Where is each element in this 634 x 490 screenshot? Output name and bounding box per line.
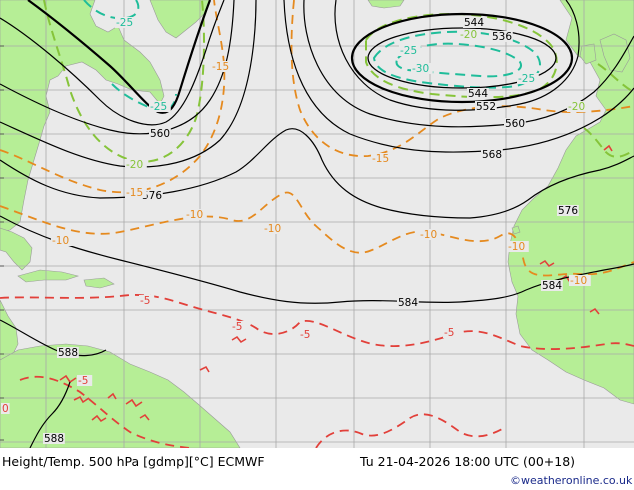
temp-noise-segments [59,144,613,423]
contour-minus20-eur [597,63,634,93]
british-isles-land [599,33,631,73]
height-contour-label: 560 [150,128,170,140]
temperature-contour-label: -25 [518,73,535,85]
height-contour-label: 584 [398,297,418,309]
temp-contours-mild [0,0,634,277]
contour-minus30 [83,0,140,20]
height-contour-label: 568 [482,149,502,161]
height-contour-label: 560 [505,118,525,130]
valid-time: Tu 21-04-2026 18:00 UTC (00+18) [359,454,575,469]
temperature-contour-label: -15 [126,187,143,199]
contour-minus30-east [395,42,522,78]
height-contour-label: 544 [468,88,488,100]
temperature-contour-label: -5 [232,321,242,333]
temperature-contour-label: -20 [460,29,477,41]
greater-antilles [17,269,80,283]
height-552-east [334,0,580,111]
contour-minus15-west [0,0,226,194]
height-568-east [283,0,634,153]
temp-contours-warm [0,294,634,449]
temperature-contour-label: -5 [444,327,454,339]
height-contour-label: 584 [542,280,562,292]
canary-islands [511,225,521,235]
temperature-contour-label: -20 [568,101,585,113]
contour-zero-south [19,375,191,449]
temperature-contour-label: -20 [126,159,143,171]
temperature-contour-label: -5 [140,295,150,307]
height-contour-label: 552 [476,101,496,113]
height-contour-label: 588 [58,347,78,359]
temperature-contour-label: 0 [2,403,9,415]
height-contour-label: 536 [492,31,512,43]
height-544-closed [350,12,574,104]
temperature-contour-label: -25 [116,17,133,29]
temperature-contour-label: -5 [78,375,88,387]
height-560-east [303,0,634,128]
europe-africa-land [507,0,634,405]
height-contour-label: 588 [44,433,64,445]
contour-minus20-africa [583,127,634,158]
temperature-contour-label: -15 [212,61,229,73]
contour-zero-bottom [315,413,505,449]
temperature-label-layer: -25 -20 -25 -30 -25 -20 -25 -15 -20 -15 -15 -10 -10 -… [1,17,591,415]
iceland-land [367,0,405,9]
height-contour-label: 576 [142,190,162,202]
contour-minus5 [0,294,634,350]
temperature-contour-label: -15 [372,153,389,165]
height-contour-label: 576 [558,205,578,217]
temperature-contour-label: -10 [186,209,203,221]
height-536-closed [367,27,557,89]
temperature-contour-label: -10 [508,241,525,253]
temperature-contour-label: -25 [400,45,417,57]
temperature-contour-label: -10 [264,223,281,235]
north-america-land [0,0,165,233]
temperature-contour-label: -25 [150,101,167,113]
temperature-contour-label: -10 [570,275,587,287]
hispaniola [83,277,115,289]
footer-bar [0,448,634,490]
latitude-ticks [0,45,4,441]
land-masses [0,0,634,449]
credit-link[interactable]: ©weatheronline.co.uk [510,474,633,487]
height-588-south [29,381,71,449]
height-contour-label: 544 [464,17,484,29]
contour-minus10 [0,191,634,277]
temperature-contour-label: -30 [412,63,429,75]
temperature-contour-label: -10 [52,235,69,247]
map-title: Height/Temp. 500 hPa [gdmp][°C] ECMWF [2,454,265,469]
height-552-west [0,0,225,126]
contour-minus15-mid [290,0,634,157]
central-america-land [0,299,19,363]
temperature-contour-label: -10 [420,229,437,241]
temperature-contour-label: -5 [300,329,310,341]
height-568-west [0,0,257,168]
south-america-land [0,343,241,449]
